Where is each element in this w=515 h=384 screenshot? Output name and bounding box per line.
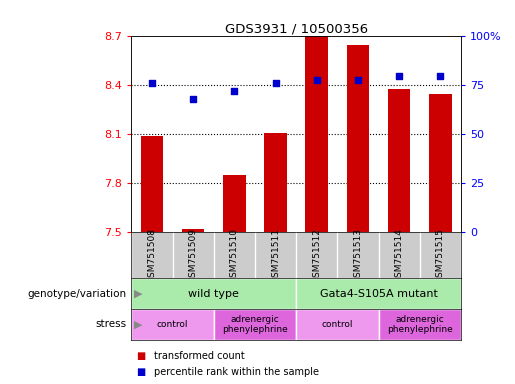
Text: GSM751515: GSM751515: [436, 228, 445, 283]
Bar: [347, 45, 369, 232]
Bar: [182, 229, 204, 232]
Text: GSM751510: GSM751510: [230, 228, 239, 283]
Point: [230, 88, 238, 94]
Bar: [131, 278, 296, 309]
Bar: [296, 309, 379, 340]
Point: [271, 80, 280, 86]
Text: GSM751512: GSM751512: [312, 228, 321, 283]
Text: ▶: ▶: [134, 319, 143, 329]
Bar: [141, 136, 163, 232]
Point: [189, 96, 197, 102]
Text: wild type: wild type: [188, 289, 239, 299]
Text: ▶: ▶: [134, 289, 143, 299]
Point: [436, 73, 444, 79]
Point: [395, 73, 403, 79]
Bar: [429, 94, 452, 232]
Text: GSM751513: GSM751513: [353, 228, 363, 283]
Bar: [214, 309, 296, 340]
Bar: [264, 133, 287, 232]
Text: control: control: [157, 320, 188, 329]
Bar: [223, 175, 246, 232]
Text: ■: ■: [136, 367, 146, 377]
Text: ■: ■: [136, 351, 146, 361]
Bar: [388, 89, 410, 232]
Text: GSM751509: GSM751509: [188, 228, 198, 283]
Text: GSM751508: GSM751508: [147, 228, 157, 283]
Text: stress: stress: [95, 319, 126, 329]
Text: adrenergic
phenylephrine: adrenergic phenylephrine: [222, 315, 288, 334]
Bar: [379, 309, 461, 340]
Text: GSM751511: GSM751511: [271, 228, 280, 283]
Text: genotype/variation: genotype/variation: [27, 289, 126, 299]
Point: [148, 80, 156, 86]
Text: control: control: [321, 320, 353, 329]
Text: Gata4-S105A mutant: Gata4-S105A mutant: [320, 289, 437, 299]
Bar: [296, 278, 461, 309]
Point: [313, 76, 321, 83]
Text: GSM751514: GSM751514: [394, 228, 404, 283]
Text: adrenergic
phenylephrine: adrenergic phenylephrine: [387, 315, 453, 334]
Point: [354, 76, 362, 83]
Bar: [305, 36, 328, 232]
Text: percentile rank within the sample: percentile rank within the sample: [154, 367, 319, 377]
Bar: [131, 309, 214, 340]
Text: transformed count: transformed count: [154, 351, 245, 361]
Title: GDS3931 / 10500356: GDS3931 / 10500356: [225, 22, 368, 35]
